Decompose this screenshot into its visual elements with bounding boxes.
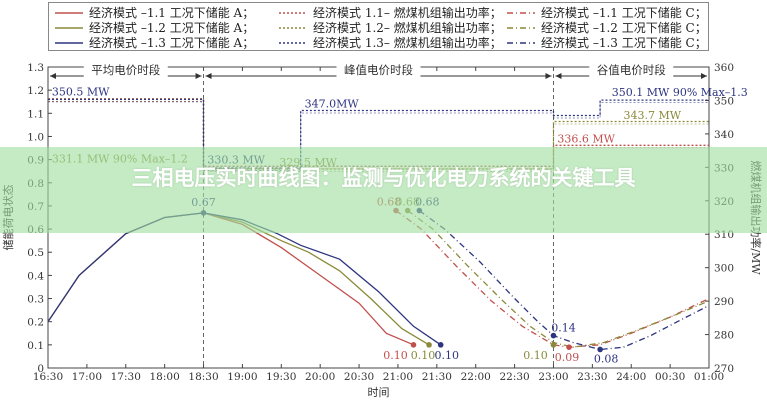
period-arrow-head bbox=[50, 73, 56, 79]
data-point-marker bbox=[550, 332, 557, 339]
x-tick-label: 18:00 bbox=[150, 371, 180, 383]
data-point-marker bbox=[597, 346, 603, 353]
y-left-tick-label: 1.2 bbox=[27, 85, 44, 97]
power-annotation: 343.7 MW bbox=[623, 109, 681, 122]
y-right-tick-label: 350 bbox=[714, 95, 734, 107]
y-left-tick-label: 0.5 bbox=[27, 247, 44, 259]
y-left-tick-label: 1.3 bbox=[27, 62, 44, 74]
watermark-banner bbox=[0, 147, 767, 233]
y-right-tick-label: 300 bbox=[714, 263, 734, 275]
y-right-tick-label: 290 bbox=[714, 296, 734, 308]
legend-label: 经济模式 –1.3 工况下储能 A； bbox=[89, 36, 255, 50]
power-series-line-shadow bbox=[48, 101, 709, 171]
x-tick-label: 17:00 bbox=[72, 371, 102, 383]
data-point-marker bbox=[426, 342, 432, 348]
period-span bbox=[50, 64, 202, 79]
power-annotation: 347.0MW bbox=[305, 97, 360, 110]
x-tick-label: 01:00 bbox=[694, 371, 724, 383]
x-tick-label: 17:30 bbox=[111, 371, 141, 383]
data-point-marker bbox=[437, 342, 444, 348]
x-tick-label: 23:00 bbox=[538, 371, 568, 383]
data-point-label: 0.14 bbox=[551, 322, 576, 335]
soc-series-line bbox=[418, 210, 710, 351]
x-tick-label: 16:30 bbox=[33, 371, 63, 383]
legend-label: 经济模式 1.3– 燃煤机组输出功率； bbox=[313, 36, 502, 50]
x-tick-label: 20:00 bbox=[305, 371, 335, 383]
period-label-bg bbox=[589, 64, 674, 79]
y-left-tick-label: 0.3 bbox=[27, 294, 44, 306]
y-left-tick-label: 0 bbox=[37, 363, 44, 375]
period-label: 谷值电价时段 bbox=[597, 63, 666, 77]
chart-legend: 经济模式 –1.1 工况下储能 A； 经济模式 1.1– 燃煤机组输出功率； 经… bbox=[48, 2, 709, 51]
period-span bbox=[205, 64, 552, 79]
y-right-tick-label: 340 bbox=[714, 129, 734, 141]
x-tick-label: 24:00 bbox=[616, 371, 646, 383]
x-tick-label: 20:30 bbox=[344, 371, 374, 383]
x-tick-label: 18:30 bbox=[188, 371, 218, 383]
data-point-label: 0.08 bbox=[594, 352, 619, 365]
period-arrow-head bbox=[555, 73, 562, 79]
data-point-label: 0.10 bbox=[434, 349, 459, 362]
x-tick-label: 21:00 bbox=[383, 371, 413, 383]
legend-label: 经济模式 1.2– 燃煤机组输出功率； bbox=[313, 21, 502, 35]
data-point-label: 0.10 bbox=[523, 349, 548, 362]
x-tick-label: 19:00 bbox=[227, 371, 257, 383]
x-axis-title: 时间 bbox=[368, 386, 390, 399]
x-tick-label: 23:30 bbox=[577, 371, 607, 383]
y-right-tick-label: 280 bbox=[714, 330, 734, 342]
legend-label: 经济模式 1.1– 燃煤机组输出功率； bbox=[313, 6, 502, 20]
period-arrow-head bbox=[701, 73, 707, 79]
data-point-label: 0.10 bbox=[411, 349, 436, 362]
y-right-tick-label: 360 bbox=[714, 62, 734, 74]
period-label-bg bbox=[83, 64, 168, 79]
period-arrow-head bbox=[545, 73, 552, 79]
x-tick-label: 00:30 bbox=[655, 371, 685, 383]
x-tick-label: 22:30 bbox=[499, 371, 529, 383]
period-arrow-head bbox=[195, 73, 202, 79]
y-left-tick-label: 0.1 bbox=[27, 340, 44, 352]
period-label-bg bbox=[336, 64, 421, 79]
data-point-marker bbox=[550, 342, 557, 348]
y-left-tick-label: 1.1 bbox=[27, 108, 44, 120]
data-point-marker bbox=[566, 344, 572, 350]
power-annotation: 336.6 MW bbox=[557, 132, 615, 145]
power-annotation: 350.5 MW bbox=[52, 85, 110, 98]
power-annotation: 350.1 MW 90% Max–1.3 bbox=[612, 86, 748, 99]
legend-label: 经济模式 –1.2 工况下储能 C； bbox=[541, 21, 707, 35]
y-left-tick-label: 0.4 bbox=[27, 270, 44, 282]
power-series-line bbox=[48, 98, 709, 169]
y-left-tick-label: 0.2 bbox=[27, 317, 44, 329]
period-label: 平均电价时段 bbox=[91, 63, 160, 77]
data-point-marker bbox=[410, 342, 417, 348]
y-right-tick-label: 270 bbox=[714, 363, 734, 375]
y-left-tick-label: 1.0 bbox=[27, 131, 44, 143]
x-tick-label: 22:00 bbox=[461, 371, 491, 383]
x-tick-label: 19:30 bbox=[266, 371, 296, 383]
period-label: 峰值电价时段 bbox=[344, 63, 413, 77]
period-span bbox=[555, 64, 707, 79]
data-point-label: 0.10 bbox=[383, 349, 408, 362]
x-tick-label: 21:30 bbox=[422, 371, 452, 383]
period-arrow-head bbox=[205, 73, 212, 79]
legend-label: 经济模式 –1.3 工况下储能 C； bbox=[541, 36, 707, 50]
banner-title: 三相电压实时曲线图：监测与优化电力系统的关键工具 bbox=[131, 166, 636, 190]
legend-label: 经济模式 –1.1 工况下储能 C； bbox=[541, 6, 707, 20]
data-point-label: 0.09 bbox=[555, 351, 580, 364]
legend-label: 经济模式 –1.1 工况下储能 A； bbox=[89, 6, 255, 20]
legend-label: 经济模式 –1.2 工况下储能 A； bbox=[89, 21, 255, 35]
